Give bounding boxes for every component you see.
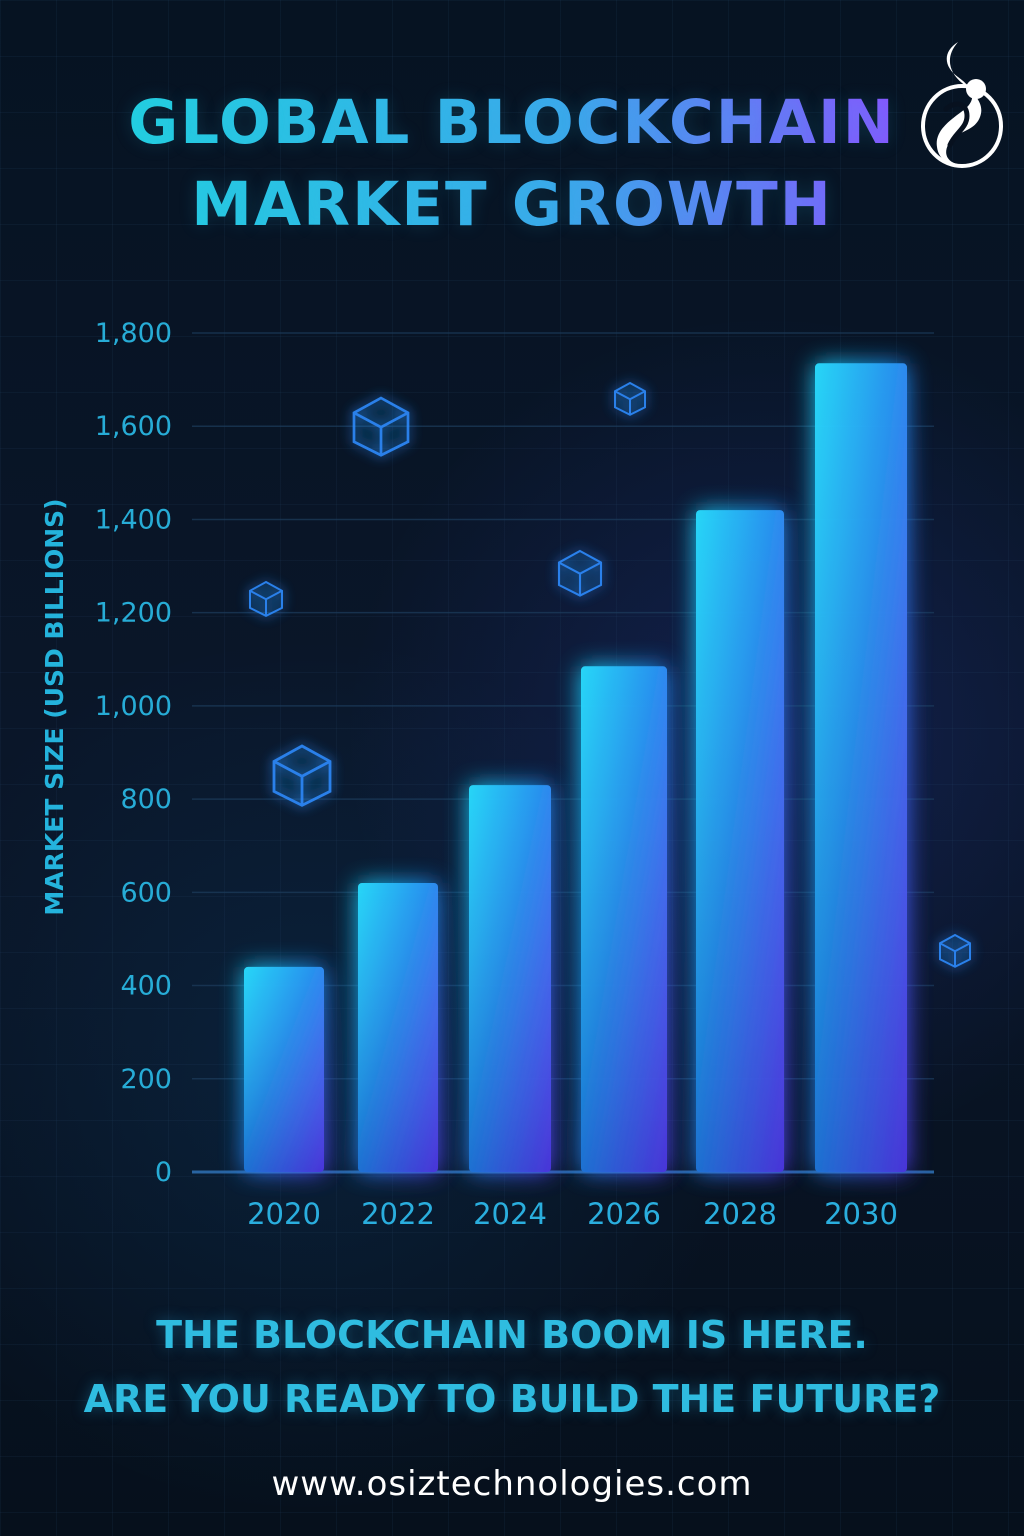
bar-shading-2028 — [696, 510, 784, 1173]
bar-shading-2024 — [469, 785, 551, 1172]
x-tick-label: 2030 — [824, 1197, 898, 1231]
cube-icon — [614, 381, 646, 416]
y-tick-label: 1,200 — [95, 598, 172, 629]
y-tick-label: 200 — [120, 1064, 172, 1095]
y-tick-label: 1,000 — [95, 691, 172, 722]
title-line-1: GLOBAL BLOCKCHAIN — [128, 87, 896, 158]
y-tick-label: 1,400 — [95, 504, 172, 535]
x-tick-label: 2028 — [703, 1197, 777, 1231]
y-tick-label: 1,800 — [95, 318, 172, 349]
bar-series — [244, 363, 907, 1173]
website-link[interactable]: www.osiztechnologies.com — [271, 1464, 753, 1504]
page-title: GLOBAL BLOCKCHAIN MARKET GROWTH — [0, 82, 1024, 246]
y-tick-label: 400 — [120, 971, 172, 1002]
tagline-line-2: ARE YOU READY TO BUILD THE FUTURE? — [83, 1377, 941, 1421]
cube-icon — [272, 744, 332, 807]
x-tick-label: 2024 — [473, 1197, 547, 1231]
x-tick-label: 2026 — [587, 1197, 661, 1231]
tagline-line-1: THE BLOCKCHAIN BOOM IS HERE. — [156, 1313, 868, 1357]
y-axis-title: MARKET SIZE (USD BILLIONS) — [40, 498, 69, 915]
y-tick-label: 800 — [120, 784, 172, 815]
y-tick-label: 600 — [120, 877, 172, 908]
blockchain-market-bar-chart: 0 200 400 600 800 1,000 1,200 1,400 1,600 1,800 20… — [40, 318, 971, 1231]
call-to-action: THE BLOCKCHAIN BOOM IS HERE. ARE YOU REA… — [0, 1303, 1024, 1431]
decorative-cubes — [249, 381, 971, 968]
title-line-2: MARKET GROWTH — [191, 169, 833, 240]
cube-icon — [939, 933, 971, 968]
osiz-logo-icon — [921, 42, 1003, 168]
bar-shading-2022 — [358, 883, 438, 1172]
x-tick-label: 2022 — [361, 1197, 435, 1231]
bar-shading-2020 — [244, 966, 324, 1172]
bar-shading-2030 — [815, 363, 907, 1172]
cube-icon — [557, 549, 603, 597]
cube-icon — [352, 396, 410, 457]
chart-axis: 0 200 400 600 800 1,000 1,200 1,400 1,600 1,800 20… — [95, 318, 898, 1231]
y-tick-label: 0 — [155, 1157, 172, 1188]
x-tick-label: 2020 — [247, 1197, 321, 1231]
cube-icon — [249, 580, 283, 618]
bar-shading-2026 — [581, 666, 667, 1172]
y-tick-label: 1,600 — [95, 411, 172, 442]
